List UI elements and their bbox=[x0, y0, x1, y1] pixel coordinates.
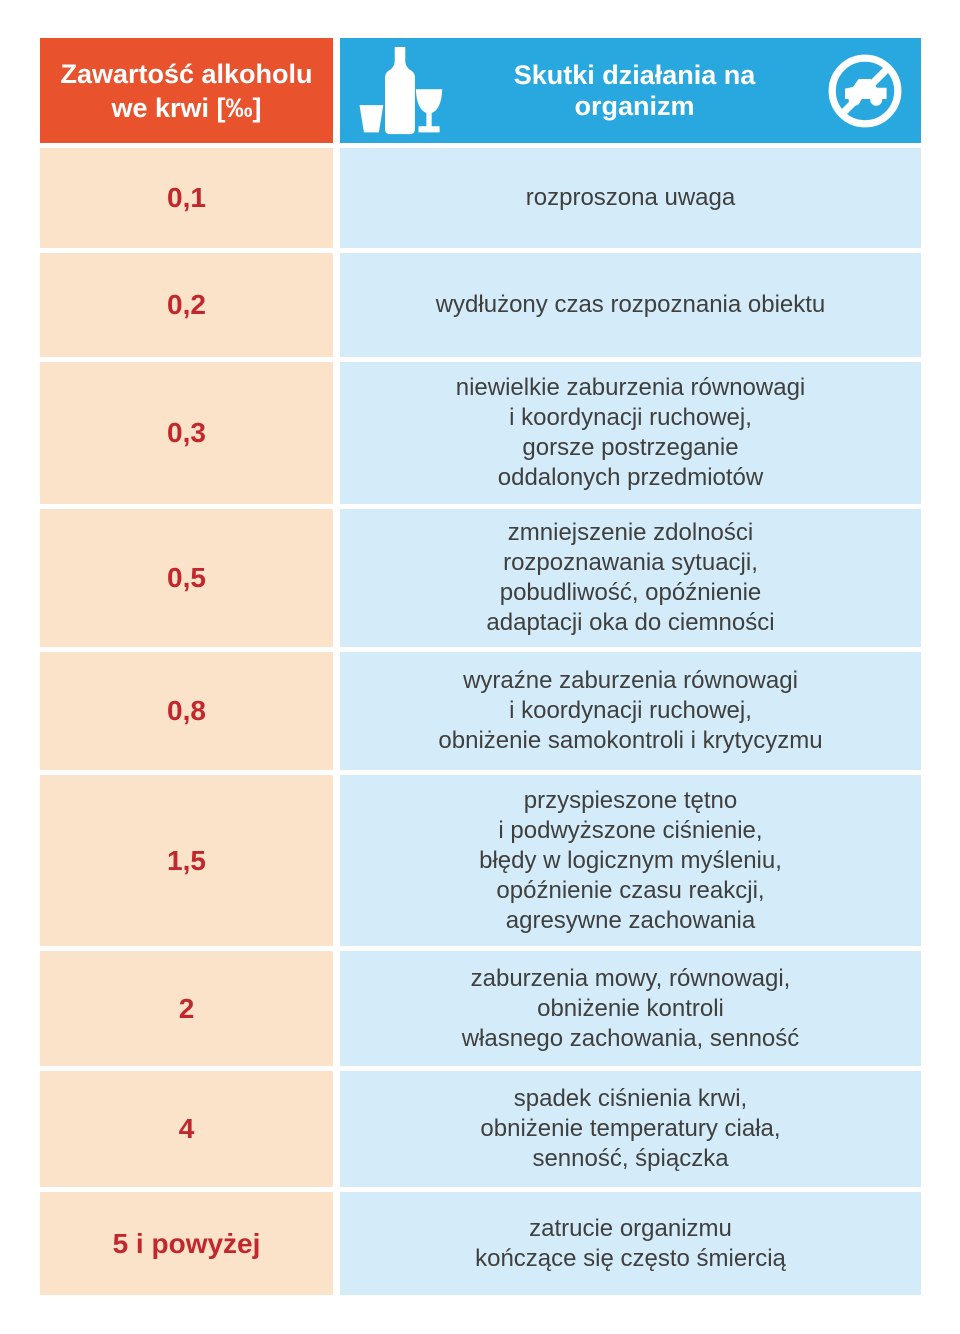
alcohol-level-value: 5 i powyżej bbox=[112, 1227, 261, 1259]
header-alcohol-content-label: Zawartość alkoholu we krwi [‰] bbox=[60, 58, 313, 123]
effect-text: wyraźne zaburzenia równowagi i koordynac… bbox=[438, 667, 823, 754]
alcohol-level-cell: 0,3 bbox=[40, 362, 333, 504]
alcohol-level-value: 0,5 bbox=[167, 562, 206, 593]
effect-cell: wydłużony czas rozpoznania obiektu bbox=[340, 253, 921, 357]
effect-text: wydłużony czas rozpoznania obiektu bbox=[435, 291, 826, 318]
alcohol-level-cell: 0,5 bbox=[40, 509, 333, 647]
alcohol-drinks-icon bbox=[356, 43, 444, 139]
alcohol-level-cell: 0,8 bbox=[40, 652, 333, 770]
effect-cell: wyraźne zaburzenia równowagi i koordynac… bbox=[340, 652, 921, 770]
column-header-alcohol-content: Zawartość alkoholu we krwi [‰] bbox=[40, 38, 333, 143]
effect-text: zatrucie organizmu kończące się często ś… bbox=[475, 1214, 786, 1272]
effect-cell: zatrucie organizmu kończące się często ś… bbox=[340, 1192, 921, 1295]
effect-cell: zaburzenia mowy, równowagi, obniżenie ko… bbox=[340, 951, 921, 1066]
alcohol-level-value: 0,8 bbox=[167, 695, 206, 726]
no-driving-icon bbox=[825, 51, 905, 131]
alcohol-level-cell: 0,2 bbox=[40, 253, 333, 357]
effect-cell: przyspieszone tętno i podwyższone ciśnie… bbox=[340, 775, 921, 946]
alcohol-level-cell: 4 bbox=[40, 1071, 333, 1187]
alcohol-level-value: 0,2 bbox=[167, 289, 206, 320]
effect-cell: zmniejszenie zdolności rozpoznawania syt… bbox=[340, 509, 921, 647]
alcohol-level-value: 1,5 bbox=[167, 844, 206, 876]
alcohol-level-cell: 1,5 bbox=[40, 775, 333, 946]
effect-text: zaburzenia mowy, równowagi, obniżenie ko… bbox=[461, 964, 800, 1052]
alcohol-level-value: 2 bbox=[178, 992, 195, 1024]
effect-cell: spadek ciśnienia krwi, obniżenie tempera… bbox=[340, 1071, 921, 1187]
effect-text: spadek ciśnienia krwi, obniżenie tempera… bbox=[480, 1085, 781, 1172]
alcohol-level-value: 0,1 bbox=[167, 182, 206, 213]
alcohol-effects-table: Zawartość alkoholu we krwi [‰] Skutki dz… bbox=[40, 38, 921, 1295]
alcohol-level-value: 0,3 bbox=[167, 417, 206, 448]
effect-cell: rozproszona uwaga bbox=[340, 148, 921, 248]
alcohol-level-value: 4 bbox=[178, 1113, 195, 1144]
effect-cell: niewielkie zaburzenia równowagi i koordy… bbox=[340, 362, 921, 504]
alcohol-level-cell: 2 bbox=[40, 951, 333, 1066]
effect-text: rozproszona uwaga bbox=[525, 184, 736, 211]
alcohol-level-cell: 0,1 bbox=[40, 148, 333, 248]
header-effects-label: Skutki działania na organizm bbox=[513, 59, 756, 121]
effect-text: przyspieszone tętno i podwyższone ciśnie… bbox=[479, 786, 782, 934]
column-header-effects: Skutki działania na organizm bbox=[340, 38, 921, 143]
effect-text: niewielkie zaburzenia równowagi i koordy… bbox=[455, 374, 806, 491]
effect-text: zmniejszenie zdolności rozpoznawania syt… bbox=[486, 519, 775, 636]
alcohol-level-cell: 5 i powyżej bbox=[40, 1192, 333, 1295]
